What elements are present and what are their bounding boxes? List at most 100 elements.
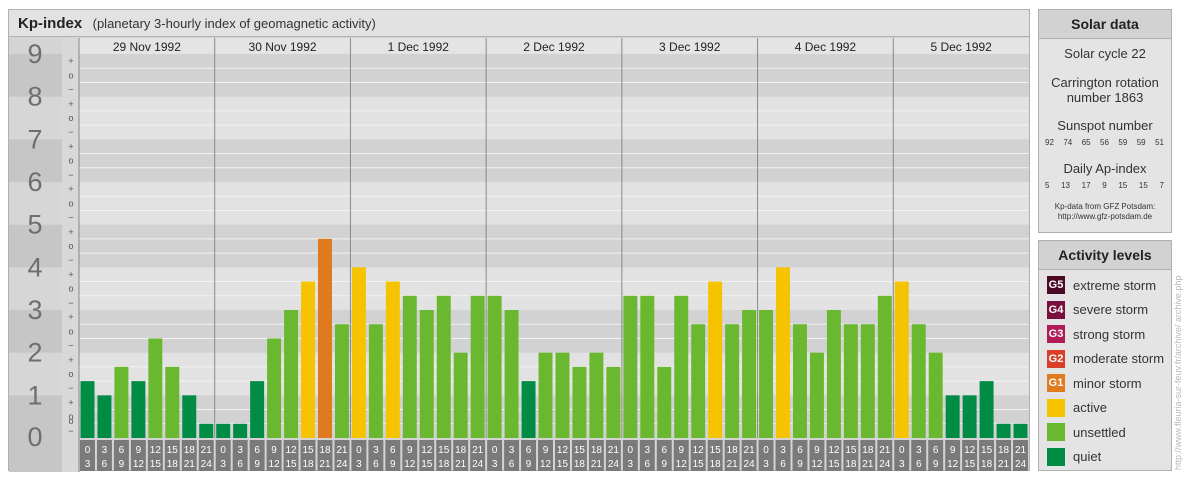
activity-level-item: G2 moderate storm bbox=[1047, 349, 1164, 369]
interval-box bbox=[894, 440, 910, 471]
kp-bar bbox=[216, 423, 231, 438]
interval-box bbox=[504, 440, 520, 471]
ap-value: 15 bbox=[1118, 181, 1128, 190]
activity-level-item: G4 severe storm bbox=[1047, 300, 1148, 320]
interval-box bbox=[521, 440, 537, 471]
kp-bar bbox=[945, 395, 960, 438]
interval-box bbox=[656, 440, 672, 471]
interval-start-label: 12 bbox=[421, 445, 433, 456]
kp-bar bbox=[80, 381, 95, 438]
solar-data-title: Solar data bbox=[1039, 10, 1171, 39]
interval-box bbox=[538, 440, 553, 471]
interval-end-label: 15 bbox=[693, 459, 705, 470]
activity-level-swatch bbox=[1047, 398, 1065, 417]
interval-end-label: 9 bbox=[390, 459, 396, 470]
interval-end-label: 3 bbox=[220, 459, 226, 470]
ap-value: 15 bbox=[1138, 181, 1148, 190]
interval-box bbox=[266, 440, 282, 471]
interval-box bbox=[232, 440, 248, 471]
kp-bar bbox=[996, 423, 1011, 438]
interval-end-label: 15 bbox=[421, 459, 433, 470]
y-label-cell bbox=[9, 182, 62, 225]
day-label: 1 Dec 1992 bbox=[388, 40, 450, 54]
sunspot-values: 92 74 65 56 59 59 51 bbox=[1039, 138, 1171, 147]
kp-bar bbox=[877, 295, 892, 438]
gfz-link[interactable]: http://www.gfz-potsdam.de bbox=[1057, 212, 1153, 221]
interval-box bbox=[317, 440, 333, 471]
y-label-cell bbox=[9, 310, 62, 353]
interval-start-label: 9 bbox=[407, 445, 413, 456]
ap-index-values: 5 13 17 9 15 15 7 bbox=[1039, 181, 1171, 190]
interval-start-label: 3 bbox=[645, 445, 651, 456]
ap-index-label: Daily Ap-index bbox=[1063, 161, 1147, 176]
interval-start-label: 6 bbox=[254, 445, 260, 456]
interval-box bbox=[877, 440, 893, 471]
interval-box bbox=[1013, 440, 1028, 471]
activity-level-label: active bbox=[1073, 400, 1107, 415]
y-tick-label: 2 bbox=[27, 338, 42, 368]
minor-tick-label: o bbox=[68, 70, 73, 80]
sunspot-label: Sunspot number bbox=[1057, 118, 1153, 133]
y-label-cell bbox=[9, 438, 62, 472]
kp-bar bbox=[538, 352, 553, 438]
interval-box bbox=[436, 440, 452, 471]
minor-tick-label: − bbox=[68, 127, 73, 137]
kp-chart-panel: 0 1 2 3 4 5 6 7 8 9 + o − + o − + o − + o − + o − + o − + o − + o − + o − o 29… bbox=[8, 9, 1030, 472]
interval-end-label: 21 bbox=[862, 459, 874, 470]
kp-bar bbox=[165, 366, 180, 438]
interval-box bbox=[792, 440, 808, 471]
day-label: 5 Dec 1992 bbox=[930, 40, 992, 54]
kp-band bbox=[79, 96, 1029, 140]
interval-start-label: 3 bbox=[373, 445, 379, 456]
y-label-cell bbox=[9, 267, 62, 310]
activity-levels-title: Activity levels bbox=[1039, 241, 1171, 270]
interval-end-label: 24 bbox=[608, 459, 620, 470]
interval-start-label: 3 bbox=[237, 445, 243, 456]
interval-start-label: 0 bbox=[628, 445, 634, 456]
kp-bar bbox=[606, 366, 621, 438]
interval-box bbox=[571, 440, 587, 471]
day-label: 30 Nov 1992 bbox=[249, 40, 317, 54]
interval-start-label: 21 bbox=[201, 445, 213, 456]
interval-end-label: 9 bbox=[661, 459, 667, 470]
minor-tick-label: o bbox=[68, 284, 73, 294]
y-label-cell bbox=[9, 96, 62, 140]
interval-end-label: 3 bbox=[628, 459, 634, 470]
interval-start-label: 12 bbox=[964, 445, 976, 456]
interval-end-label: 6 bbox=[237, 459, 243, 470]
solar-data-panel: Solar data Solar cycle 22 Carrington rot… bbox=[1038, 9, 1172, 233]
interval-end-label: 12 bbox=[404, 459, 416, 470]
interval-box bbox=[555, 440, 570, 471]
y-tick-label: 0 bbox=[27, 422, 42, 452]
minor-tick-label: + bbox=[68, 312, 73, 322]
kp-bar bbox=[368, 324, 383, 438]
interval-end-label: 21 bbox=[727, 459, 739, 470]
kp-band bbox=[79, 54, 1029, 97]
y-label-cell bbox=[9, 139, 62, 182]
interval-end-label: 18 bbox=[710, 459, 722, 470]
vertical-credit-link[interactable]: http://www.fleuria-sur-feuv.fr/archive/ … bbox=[1173, 275, 1183, 470]
minor-tick-label: − bbox=[68, 170, 73, 180]
interval-end-label: 6 bbox=[645, 459, 651, 470]
kp-bar bbox=[623, 295, 638, 438]
interval-start-label: 0 bbox=[220, 445, 226, 456]
kp-band bbox=[79, 267, 1029, 310]
kp-bar bbox=[860, 324, 875, 438]
kp-bar bbox=[114, 366, 129, 438]
interval-start-label: 3 bbox=[916, 445, 922, 456]
kp-bar bbox=[894, 281, 909, 438]
minor-tick-label: − bbox=[68, 383, 73, 393]
interval-end-label: 9 bbox=[254, 459, 260, 470]
activity-level-item: unsettled bbox=[1047, 422, 1126, 442]
minor-tick-label: + bbox=[68, 227, 73, 237]
interval-box bbox=[996, 440, 1012, 471]
activity-levels-panel: Activity levels G5 extreme storm G4 severe … bbox=[1038, 240, 1172, 471]
minor-tick-label: − bbox=[68, 298, 73, 308]
minor-tick-label: + bbox=[68, 99, 73, 109]
interval-box bbox=[181, 440, 197, 471]
carrington-rotation-number: number 1863 bbox=[1066, 90, 1144, 105]
interval-box bbox=[962, 440, 978, 471]
y-tick-label: 4 bbox=[27, 252, 42, 282]
kp-chart: 0123456789+o−+o−+o−+o−+o−+o−+o−+o−+o−o29… bbox=[9, 38, 1029, 472]
kp-bar bbox=[759, 310, 774, 438]
